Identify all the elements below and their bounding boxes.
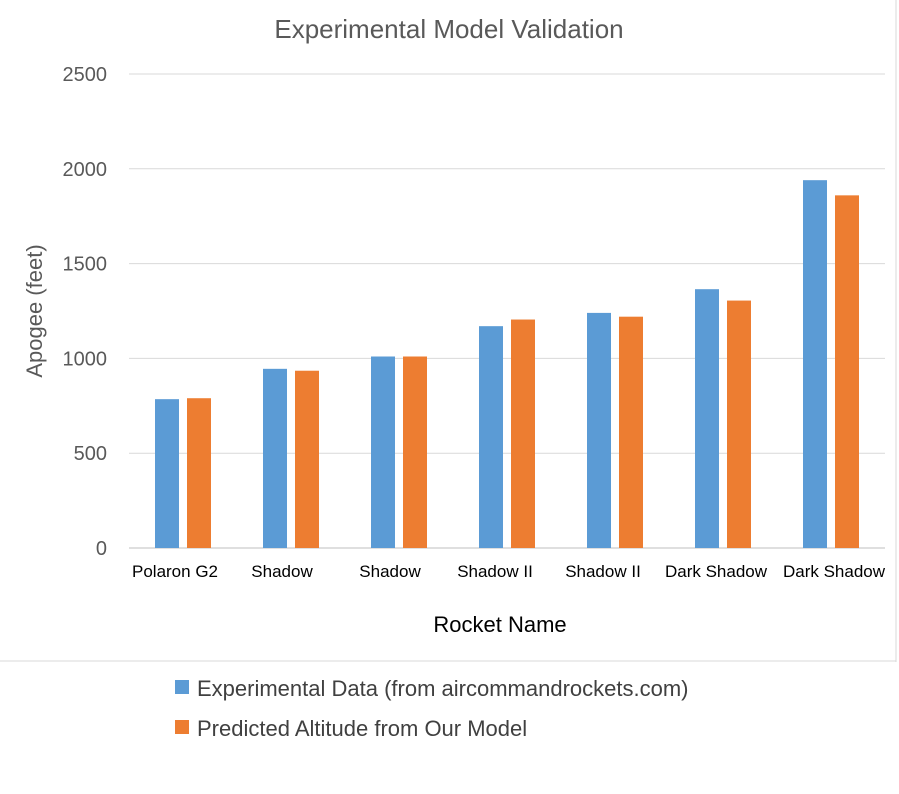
legend: Experimental Data (from aircommandrocket… xyxy=(175,676,688,741)
bar-predicted xyxy=(727,300,751,548)
x-category-label: Polaron G2 xyxy=(132,562,218,581)
x-axis-categories: Polaron G2 Shadow Shadow Shadow II Shadow II… xyxy=(132,562,886,581)
x-category-label: Shadow II xyxy=(565,562,641,581)
bar-experimental xyxy=(155,399,179,548)
y-axis-label: Apogee (feet) xyxy=(22,244,47,377)
bar-experimental xyxy=(803,180,827,548)
x-axis-label: Rocket Name xyxy=(433,612,566,637)
bar-experimental xyxy=(263,368,287,548)
bar-experimental xyxy=(695,289,719,548)
legend-swatch xyxy=(175,680,189,694)
y-tick-label: 500 xyxy=(74,443,107,465)
bar-predicted xyxy=(835,195,859,548)
y-tick-label: 1000 xyxy=(63,348,108,370)
y-tick-label: 0 xyxy=(96,538,107,560)
x-category-label: Shadow xyxy=(251,562,313,581)
legend-swatch xyxy=(175,720,189,734)
x-category-label: Dark Shadow xyxy=(783,562,886,581)
y-tick-label: 1500 xyxy=(63,254,108,276)
legend-label: Experimental Data (from aircommandrocket… xyxy=(197,676,688,701)
bar-predicted xyxy=(511,319,535,548)
bar-predicted xyxy=(619,316,643,548)
bar-predicted xyxy=(295,370,319,548)
chart-title: Experimental Model Validation xyxy=(274,14,623,44)
x-category-label: Shadow II xyxy=(457,562,533,581)
bars xyxy=(155,180,859,548)
y-tick-label: 2500 xyxy=(63,64,108,86)
bar-experimental xyxy=(587,312,611,548)
bar-experimental xyxy=(371,356,395,548)
x-category-label: Shadow xyxy=(359,562,421,581)
bar-predicted xyxy=(187,398,211,548)
y-tick-label: 2000 xyxy=(63,159,108,181)
gridlines xyxy=(129,73,885,549)
y-axis-ticks: 0 500 1000 1500 2000 2500 xyxy=(63,64,108,560)
x-category-label: Dark Shadow xyxy=(665,562,768,581)
legend-label: Predicted Altitude from Our Model xyxy=(197,716,527,741)
bar-experimental xyxy=(479,326,503,548)
bar-predicted xyxy=(403,356,427,548)
